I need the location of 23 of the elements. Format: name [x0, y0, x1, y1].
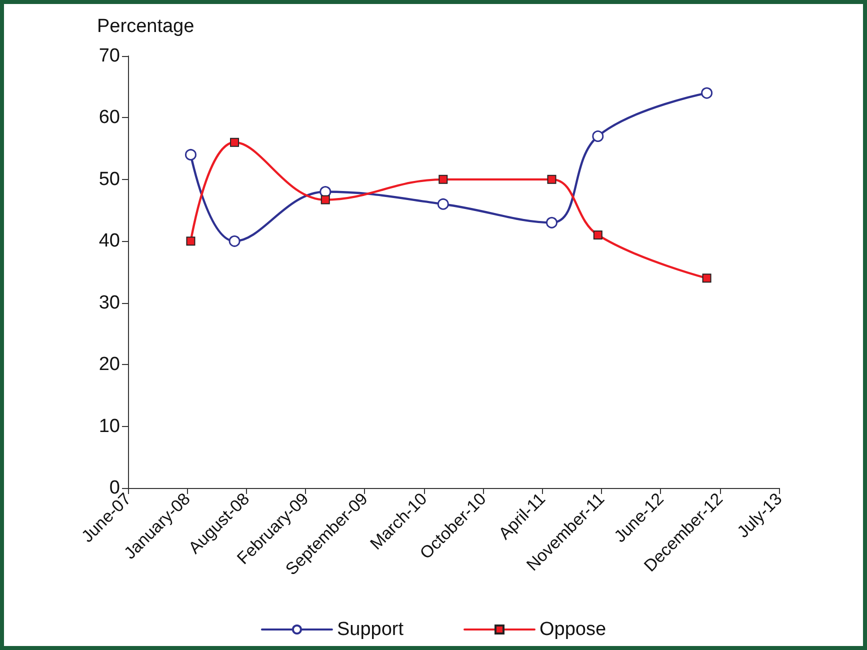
legend-label: Support	[336, 619, 404, 640]
y-tick-label: 20	[98, 354, 120, 376]
y-tick-label: 50	[98, 168, 120, 190]
legend-label: Oppose	[540, 619, 606, 640]
point	[320, 195, 330, 204]
y-tick-label: 10	[98, 416, 120, 437]
point	[547, 174, 556, 184]
y-tick-label: 70	[98, 46, 120, 66]
y-tick-label: 60	[98, 107, 120, 128]
point	[438, 174, 448, 184]
point	[701, 87, 713, 99]
point	[186, 236, 196, 246]
point	[592, 130, 604, 142]
y-tick-label: 30	[98, 292, 120, 314]
point	[184, 148, 196, 160]
point	[230, 138, 240, 147]
point	[702, 274, 712, 283]
point	[437, 198, 449, 210]
point	[593, 230, 602, 240]
y-tick-label: 40	[98, 230, 120, 252]
point	[546, 216, 558, 228]
point	[228, 235, 240, 247]
y-axis-title: Percentage	[97, 16, 194, 37]
